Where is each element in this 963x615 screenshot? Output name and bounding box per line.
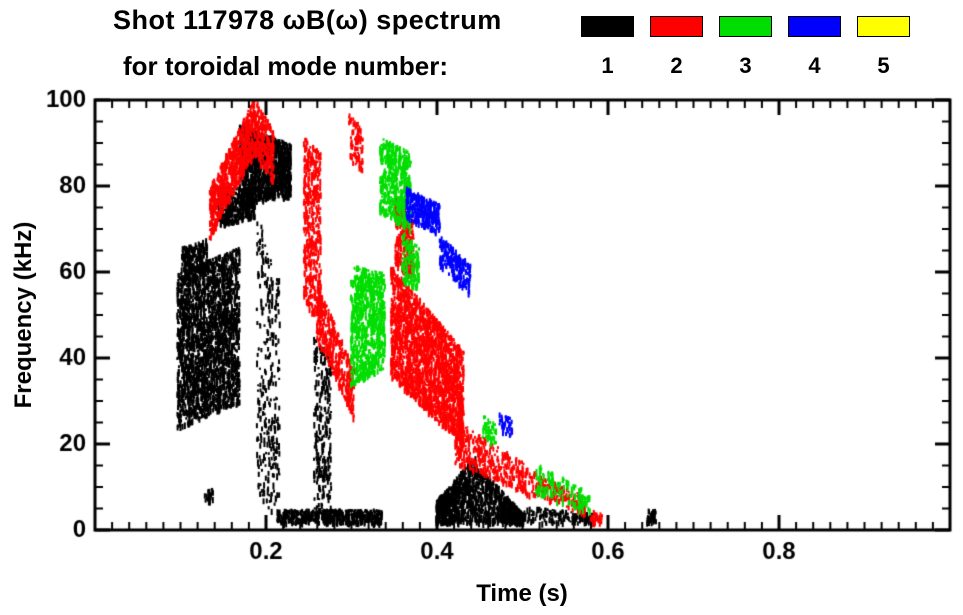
legend-swatch-mode-2 [650, 16, 703, 37]
x-axis-label: Time (s) [476, 580, 568, 607]
legend-swatch-mode-5 [857, 16, 910, 37]
legend-mode-label: 3 [739, 53, 752, 78]
chart-title: Shot 117978 ωB(ω) spectrum [113, 5, 502, 35]
legend-swatch-mode-4 [788, 16, 841, 37]
legend-mode-label: 5 [877, 53, 890, 78]
legend [581, 16, 910, 37]
legend-mode-label: 4 [808, 53, 821, 78]
legend-swatch-mode-3 [719, 16, 772, 37]
y-axis-label: Frequency (kHz) [10, 221, 37, 409]
legend-mode-label: 2 [670, 53, 683, 78]
legend-swatch-mode-1 [581, 16, 634, 37]
chart-subtitle: for toroidal mode number: [123, 51, 448, 81]
legend-mode-label: 1 [601, 53, 614, 78]
legend-labels: 1 2 3 4 5 [581, 53, 910, 79]
